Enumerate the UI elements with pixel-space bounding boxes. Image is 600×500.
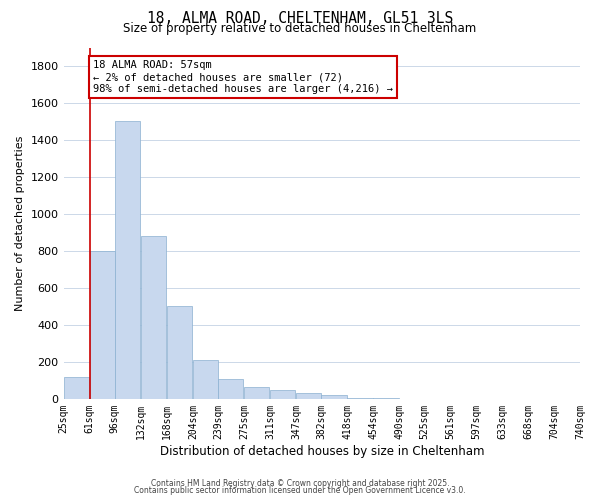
Text: 18, ALMA ROAD, CHELTENHAM, GL51 3LS: 18, ALMA ROAD, CHELTENHAM, GL51 3LS [147, 11, 453, 26]
Bar [218, 380, 244, 399]
Bar [141, 236, 166, 399]
Text: Size of property relative to detached houses in Cheltenham: Size of property relative to detached ho… [124, 22, 476, 35]
Bar [64, 376, 89, 399]
Text: Contains HM Land Registry data © Crown copyright and database right 2025.: Contains HM Land Registry data © Crown c… [151, 478, 449, 488]
Bar [167, 306, 192, 399]
Bar [193, 360, 218, 399]
Bar [89, 251, 115, 399]
Bar [115, 122, 140, 399]
Bar [347, 398, 373, 399]
Bar [270, 390, 295, 399]
Bar [322, 395, 347, 399]
Text: 18 ALMA ROAD: 57sqm
← 2% of detached houses are smaller (72)
98% of semi-detache: 18 ALMA ROAD: 57sqm ← 2% of detached hou… [93, 60, 393, 94]
X-axis label: Distribution of detached houses by size in Cheltenham: Distribution of detached houses by size … [160, 444, 484, 458]
Bar [244, 387, 269, 399]
Y-axis label: Number of detached properties: Number of detached properties [15, 136, 25, 311]
Text: Contains public sector information licensed under the Open Government Licence v3: Contains public sector information licen… [134, 486, 466, 495]
Bar [296, 394, 322, 399]
